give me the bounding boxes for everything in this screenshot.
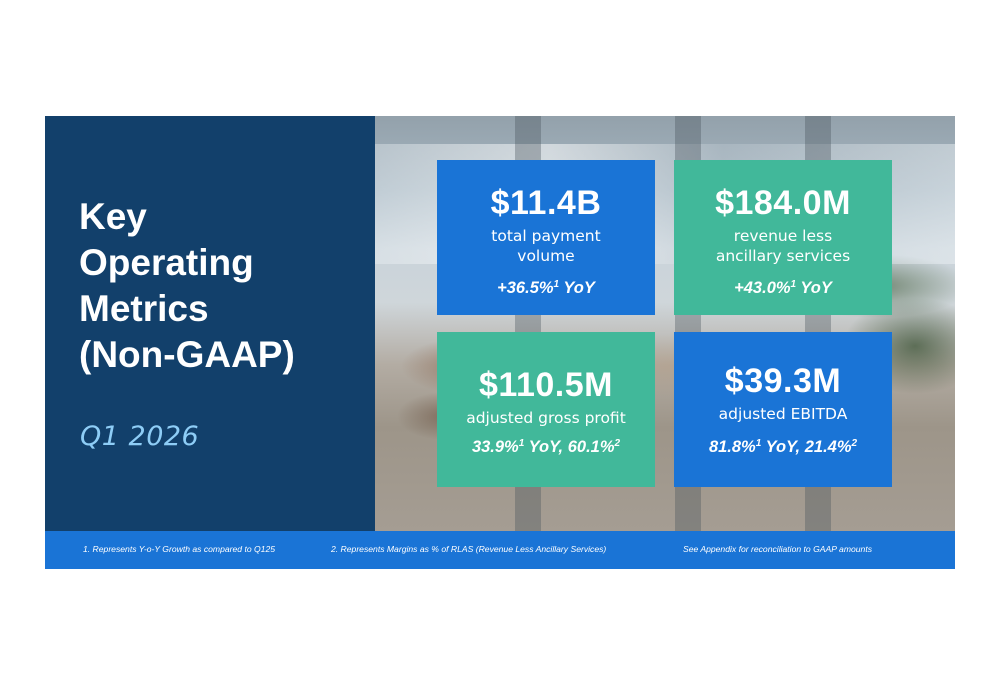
metric-value: $184.0M <box>715 184 851 222</box>
growth-text: 33.9% <box>471 438 519 456</box>
metric-card-adjusted-gross-profit: $110.5M adjusted gross profit 33.9%1 YoY… <box>437 332 655 487</box>
period-label: Q1 2026 <box>80 421 200 452</box>
footnote-marker: 2 <box>851 438 858 449</box>
metric-value: $39.3M <box>724 362 842 400</box>
slide: Key Operating Metrics (Non-GAAP) Q1 2026… <box>45 116 955 569</box>
footnote-2: 2. Represents Margins as % of RLAS (Reve… <box>331 544 607 554</box>
metric-card-rlas: $184.0M revenue less ancillary services … <box>674 160 892 315</box>
footnote-marker: 1 <box>790 279 797 290</box>
metric-growth: 33.9%1 YoY, 60.1%2 <box>437 437 655 457</box>
metric-card-adjusted-ebitda: $39.3M adjusted EBITDA 81.8%1 YoY, 21.4%… <box>674 332 892 487</box>
footnote-marker: 1 <box>755 438 762 449</box>
title-panel: Key Operating Metrics (Non-GAAP) Q1 2026 <box>45 116 375 531</box>
metric-label: adjusted gross profit <box>466 409 626 427</box>
growth-text: YoY <box>796 279 832 297</box>
growth-text: YoY, 21.4% <box>761 438 852 456</box>
footnote-bar: 1. Represents Y-o-Y Growth as compared t… <box>45 531 955 569</box>
metric-growth: +43.0%1 YoY <box>674 278 892 298</box>
footnote-1: 1. Represents Y-o-Y Growth as compared t… <box>83 544 276 554</box>
footnote-marker: 1 <box>518 438 525 449</box>
appendix-note: See Appendix for reconciliation to GAAP … <box>683 544 873 554</box>
growth-text: +36.5% <box>497 279 554 297</box>
growth-text: 81.8% <box>708 438 756 456</box>
metric-growth: 81.8%1 YoY, 21.4%2 <box>674 437 892 457</box>
growth-text: YoY, 60.1% <box>524 438 615 456</box>
metric-label: revenue less ancillary services <box>715 227 851 265</box>
footnote-marker: 1 <box>553 279 560 290</box>
growth-text: YoY <box>559 279 595 297</box>
metric-growth: +36.5%1 YoY <box>437 278 655 298</box>
metric-value: $110.5M <box>479 366 613 404</box>
metric-label: total payment volume <box>491 227 601 265</box>
metric-label: adjusted EBITDA <box>718 405 848 423</box>
slide-title: Key Operating Metrics (Non-GAAP) <box>79 196 295 375</box>
metric-card-total-payment-volume: $11.4B total payment volume +36.5%1 YoY <box>437 160 655 315</box>
metric-value: $11.4B <box>490 184 602 222</box>
footnote-marker: 2 <box>614 438 621 449</box>
growth-text: +43.0% <box>734 279 791 297</box>
